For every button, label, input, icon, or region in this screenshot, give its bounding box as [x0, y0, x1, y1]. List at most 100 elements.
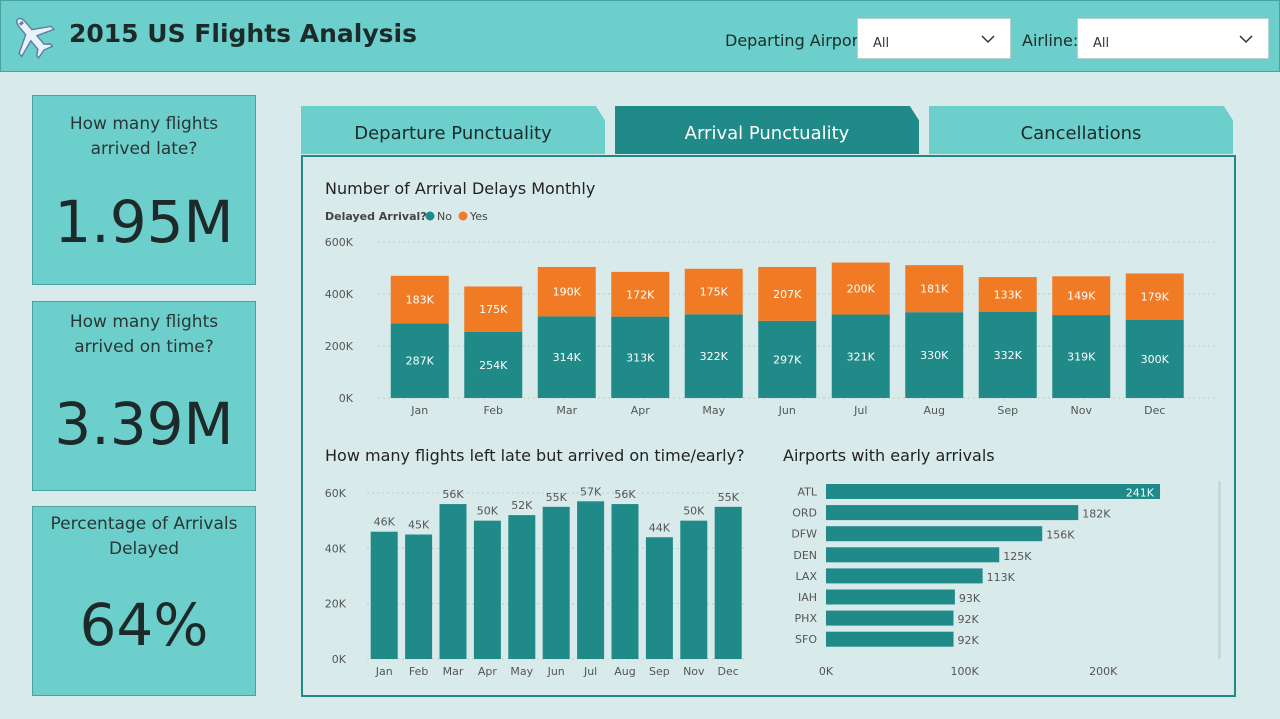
- left-late-arrived-early-chart: 0K 20K 40K 60K 46K Jan 45K Feb 56K Mar 50K Apr 52K Ma…: [325, 485, 745, 678]
- data-label-no: 332K: [994, 349, 1023, 362]
- bar-yes: [758, 266, 817, 321]
- bar: [826, 526, 1043, 542]
- x-tick-label: Jan: [375, 665, 393, 678]
- bar-no: [464, 331, 523, 398]
- chart-title-monthly-delays: Number of Arrival Delays Monthly: [325, 179, 596, 198]
- data-label-no: 321K: [847, 350, 876, 363]
- data-label-yes: 172K: [626, 288, 655, 301]
- legend-no-label: No: [437, 210, 452, 223]
- y-tick-label: DFW: [791, 528, 817, 541]
- bar: [826, 505, 1079, 521]
- data-label: 50K: [477, 505, 499, 518]
- x-tick-label: Jan: [410, 404, 428, 417]
- x-tick-label: Dec: [1144, 404, 1165, 417]
- airline-select[interactable]: All: [1077, 18, 1269, 59]
- x-tick-label: May: [702, 404, 725, 417]
- legend-no-swatch: [425, 211, 435, 221]
- data-label: 45K: [408, 519, 430, 532]
- x-tick-label: Jul: [583, 665, 597, 678]
- data-label: 52K: [511, 499, 533, 512]
- data-label: 92K: [958, 613, 980, 626]
- x-tick-label: Feb: [484, 404, 503, 417]
- y-tick-label: 0K: [332, 653, 347, 666]
- chevron-down-icon: [1239, 35, 1253, 44]
- tab-cancellations[interactable]: Cancellations: [929, 106, 1233, 154]
- x-tick-label: 100K: [950, 665, 979, 678]
- bar: [577, 501, 605, 659]
- bar-yes: [905, 265, 964, 313]
- bar-no: [684, 314, 743, 398]
- data-label: 125K: [1003, 550, 1032, 563]
- header-bar: 2015 US Flights Analysis Departing Airpo…: [0, 0, 1280, 72]
- x-tick-label: Jun: [547, 665, 565, 678]
- bar-no: [390, 323, 449, 398]
- bar: [826, 568, 983, 584]
- data-label: 241K: [1126, 487, 1155, 500]
- bar-no: [537, 316, 596, 398]
- bar-yes: [1052, 276, 1111, 316]
- bar: [826, 589, 955, 605]
- x-tick-label: Feb: [409, 665, 428, 678]
- x-tick-label: Nov: [683, 665, 705, 678]
- data-label-yes: 200K: [847, 283, 876, 296]
- bar: [405, 534, 433, 659]
- arrival-punctuality-panel: Number of Arrival Delays Monthly Delayed…: [301, 155, 1236, 697]
- data-label-no: 322K: [700, 350, 729, 363]
- bar-no: [905, 312, 964, 398]
- departing-airport-select[interactable]: All: [857, 18, 1011, 59]
- bar: [542, 506, 570, 659]
- data-label-yes: 179K: [1141, 291, 1170, 304]
- data-label: 57K: [580, 485, 602, 498]
- scrollbar-track: [1218, 481, 1221, 659]
- kpi-card-late: How many flights arrived late? 1.95M: [32, 95, 256, 285]
- bar: [826, 631, 954, 647]
- bar-no: [1125, 320, 1184, 398]
- bar: [611, 504, 639, 659]
- data-label: 55K: [718, 491, 740, 504]
- kpi-label: How many flights arrived on time?: [69, 312, 219, 357]
- bar: [680, 520, 708, 659]
- y-tick-label: DEN: [793, 549, 817, 562]
- bar-no: [758, 320, 817, 398]
- y-tick-label: PHX: [795, 612, 818, 625]
- tab-departure-punctuality[interactable]: Departure Punctuality: [301, 106, 605, 154]
- data-label-yes: 175K: [700, 286, 729, 299]
- data-label: 182K: [1082, 508, 1111, 521]
- y-tick-label: ORD: [792, 507, 817, 520]
- x-tick-label: Sep: [997, 404, 1018, 417]
- tab-arrival-punctuality[interactable]: Arrival Punctuality: [615, 106, 919, 154]
- airline-value: All: [1093, 36, 1110, 51]
- monthly-delays-chart: Delayed Arrival? No Yes 0K 200K 400K 600K 28…: [325, 210, 1218, 417]
- page-title: 2015 US Flights Analysis: [69, 19, 417, 48]
- kpi-label: How many flights arrived late?: [69, 114, 219, 159]
- x-tick-label: Mar: [443, 665, 464, 678]
- y-tick-label: 600K: [325, 236, 354, 249]
- data-label: 50K: [683, 505, 705, 518]
- legend-title: Delayed Arrival?: [325, 210, 427, 223]
- y-tick-label: SFO: [795, 633, 817, 646]
- bar-yes: [390, 275, 449, 324]
- bar: [826, 610, 954, 626]
- early-arrival-airports-chart: ATL 241K ORD 182K DFW 156K DEN 125K LAX 113K IAH 93…: [791, 481, 1221, 678]
- bar-yes: [978, 277, 1037, 312]
- y-tick-label: 400K: [325, 288, 354, 301]
- kpi-value: 1.95M: [54, 188, 234, 256]
- airline-label: Airline:: [1022, 31, 1079, 50]
- data-label-no: 313K: [626, 351, 655, 364]
- bar: [645, 537, 673, 659]
- data-label-yes: 181K: [920, 283, 949, 296]
- kpi-card-on-time: How many flights arrived on time? 3.39M: [32, 301, 256, 491]
- x-tick-label: Dec: [718, 665, 739, 678]
- legend-yes-swatch: [458, 211, 468, 221]
- data-label-no: 297K: [773, 353, 802, 366]
- y-tick-label: LAX: [796, 570, 818, 583]
- data-label: 46K: [374, 516, 396, 529]
- data-label-no: 254K: [479, 359, 508, 372]
- y-tick-label: ATL: [797, 486, 817, 499]
- data-label: 92K: [958, 634, 980, 647]
- y-tick-label: 60K: [325, 487, 347, 500]
- data-label-no: 330K: [920, 349, 949, 362]
- x-tick-label: Aug: [614, 665, 635, 678]
- departing-airport-label: Departing Airport:: [725, 31, 870, 50]
- data-label-yes: 207K: [773, 288, 802, 301]
